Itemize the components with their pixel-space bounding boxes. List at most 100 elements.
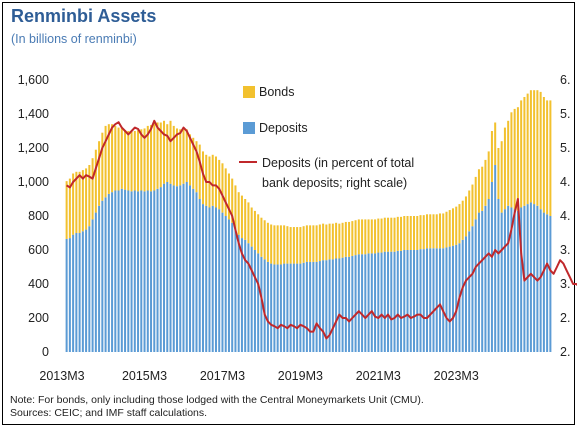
legend-label-deposits: Deposits (259, 121, 308, 135)
bar-bonds (533, 90, 536, 205)
bar-bonds (429, 214, 432, 249)
bar-deposits (65, 238, 68, 352)
bar-bonds (409, 216, 412, 250)
bar-deposits (513, 209, 516, 352)
bar-bonds (400, 216, 403, 251)
bar-deposits (270, 263, 273, 352)
bar-bonds (490, 131, 493, 182)
bar-deposits (442, 248, 445, 352)
bar-bonds (464, 196, 467, 237)
legend-swatch-bonds (243, 86, 255, 98)
bar-bonds (133, 131, 136, 191)
bar-deposits (244, 239, 247, 352)
bar-deposits (192, 188, 195, 352)
bar-deposits (357, 254, 360, 352)
bar-bonds (237, 192, 240, 235)
bar-deposits (260, 256, 263, 352)
bar-deposits (335, 258, 338, 352)
x-axis: 2013M3 2015M3 2017M3 2019M3 2021M3 2023M3 (39, 369, 478, 383)
bar-deposits (224, 216, 227, 352)
bar-deposits (172, 185, 175, 352)
bar-deposits (68, 238, 71, 352)
bar-deposits (72, 234, 75, 352)
bar-deposits (120, 188, 123, 352)
bar-bonds (214, 156, 217, 208)
bar-deposits (182, 183, 185, 352)
bar-deposits (221, 212, 224, 352)
bar-bonds (539, 91, 542, 210)
bar-bonds (461, 200, 464, 240)
bar-bonds (471, 184, 474, 227)
y-right-tick-label: 3. (560, 277, 570, 291)
x-tick-label: 2017M3 (200, 369, 245, 383)
bar-bonds (367, 219, 370, 254)
bar-bonds (422, 215, 425, 250)
bar-bonds (244, 199, 247, 240)
bar-bonds (370, 219, 373, 254)
bar-bonds (65, 181, 68, 239)
footnote-note: Note: For bonds, only including those lo… (10, 394, 424, 406)
bar-bonds (416, 216, 419, 250)
y-left-tick-label: 1,600 (18, 73, 49, 87)
bar-deposits (257, 253, 260, 352)
bar-bonds (318, 224, 321, 262)
bar-deposits (438, 248, 441, 352)
bar-deposits (309, 261, 312, 352)
bar-deposits (536, 205, 539, 352)
bar-bonds (250, 207, 253, 247)
y-left-tick-label: 1,000 (18, 175, 49, 189)
bar-deposits (445, 247, 448, 352)
bar-deposits (169, 183, 172, 352)
bar-deposits (422, 249, 425, 352)
bar-bonds (481, 166, 484, 211)
y-left-tick-label: 400 (28, 277, 49, 291)
bar-bonds (72, 173, 75, 235)
bar-bonds (289, 227, 292, 264)
bar-deposits (107, 193, 110, 352)
bar-deposits (195, 192, 198, 352)
bar-deposits (159, 187, 162, 352)
bar-bonds (224, 168, 227, 216)
bar-bonds (348, 221, 351, 257)
bar-deposits (364, 254, 367, 352)
bar-deposits (464, 236, 467, 352)
bar-bonds (523, 97, 526, 206)
bar-deposits (348, 256, 351, 352)
bar-bonds (335, 222, 338, 259)
chart-title: Renminbi Assets (11, 6, 157, 26)
bar-bonds (477, 169, 480, 213)
bar-bonds (104, 125, 107, 198)
bar-deposits (461, 239, 464, 352)
chart-subtitle: (In billions of renminbi) (11, 32, 137, 46)
bar-bonds (315, 225, 318, 262)
bar-bonds (263, 220, 266, 260)
bar-bonds (513, 108, 516, 210)
bar-deposits (507, 205, 510, 352)
x-tick-label: 2023M3 (434, 369, 479, 383)
y-right-tick-label: 5. (560, 141, 570, 155)
bar-deposits (474, 219, 477, 352)
bar-deposits (328, 259, 331, 352)
bar-deposits (88, 226, 91, 352)
bar-deposits (208, 207, 211, 352)
bar-bonds (546, 100, 549, 215)
y-left-tick-label: 600 (28, 243, 49, 257)
bar-deposits (305, 261, 308, 352)
y-axis-left: 0 200 400 600 800 1,000 1,200 1,400 1,600 (18, 73, 49, 359)
bar-deposits (240, 238, 243, 352)
legend-swatch-deposits (243, 122, 255, 134)
bar-series (65, 90, 552, 352)
bar-deposits (250, 246, 253, 352)
bar-deposits (500, 212, 503, 352)
footnote: Note: For bonds, only including those lo… (10, 394, 424, 420)
bar-deposits (390, 251, 393, 352)
bar-deposits (140, 190, 143, 352)
bar-deposits (111, 192, 114, 352)
bar-bonds (81, 170, 84, 232)
bar-bonds (474, 176, 477, 220)
bar-bonds (150, 125, 153, 192)
bar-deposits (370, 253, 373, 352)
bar-bonds (520, 100, 523, 208)
bar-bonds (188, 134, 192, 186)
